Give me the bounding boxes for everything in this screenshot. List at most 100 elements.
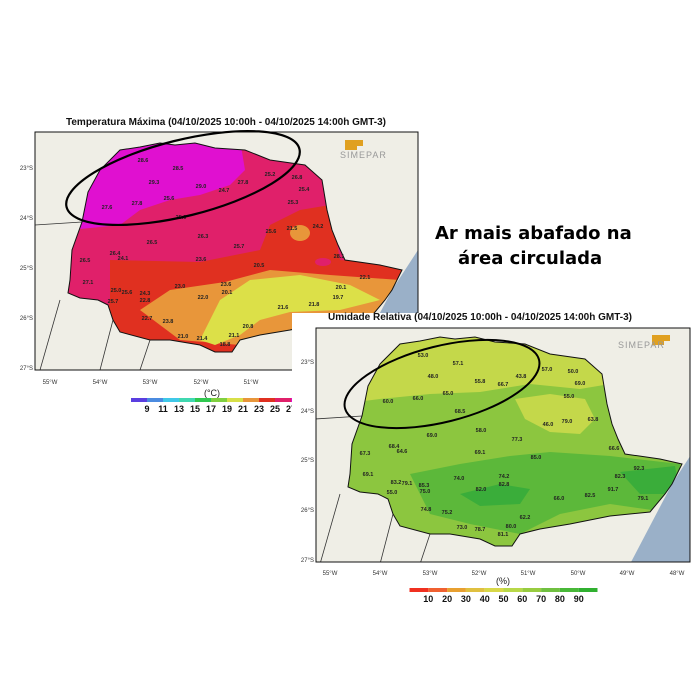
colorbar-label: 20: [442, 594, 452, 604]
humidity-value: 63.8: [588, 417, 599, 423]
latitude-tick: 26°S: [301, 508, 314, 514]
humidity-value: 80.0: [506, 524, 517, 530]
temperature-value: 27.8: [132, 201, 143, 207]
temperature-value: 23.6: [221, 282, 232, 288]
latitude-tick: 27°S: [301, 558, 314, 564]
colorbar-label: 17: [206, 404, 216, 414]
humidity-value: 62.2: [520, 515, 531, 521]
temperature-value: 24.2: [313, 224, 324, 230]
humidity-value: 55.0: [387, 490, 398, 496]
humidity-value: 69.1: [475, 450, 486, 456]
temperature-value: 25.6: [122, 290, 133, 296]
longitude-tick: 52°W: [472, 571, 487, 577]
colorbar-label: 90: [574, 594, 584, 604]
humidity-value: 67.3: [360, 451, 371, 457]
humidity-value: 75.2: [442, 510, 453, 516]
humidity-value: 65.0: [443, 391, 454, 397]
humidity-value: 66.7: [498, 382, 509, 388]
temperature-value: 26.5: [147, 240, 158, 246]
colorbar-segment: [227, 398, 243, 402]
simepar-logo-text: SIMEPAR: [618, 340, 665, 350]
humidity-value: 82.5: [585, 493, 596, 499]
humidity-value: 69.0: [427, 433, 438, 439]
humidity-value: 58.0: [476, 428, 487, 434]
colorbar-label: 30: [461, 594, 471, 604]
colorbar-segment: [243, 398, 259, 402]
temperature-value: 26.5: [80, 258, 91, 264]
colorbar-segment: [465, 588, 485, 592]
temperature-unit: (°C): [204, 388, 220, 398]
humidity-value: 75.0: [420, 489, 431, 495]
temperature-value: 24.1: [118, 256, 129, 262]
humidity-value: 46.0: [543, 422, 554, 428]
colorbar-segment: [559, 588, 579, 592]
temperature-value: 21.1: [229, 333, 240, 339]
humidity-value: 50.0: [568, 369, 579, 375]
humidity-value: 79.0: [562, 419, 573, 425]
temperature-value: 29.3: [149, 180, 160, 186]
temperature-value: 22.7: [142, 316, 153, 322]
humidity-value: 92.3: [634, 466, 645, 472]
colorbar-segment: [291, 398, 292, 402]
humidity-values: 53.0 57.1 48.0 55.8 66.7 43.8 57.0 50.0 69.0 55.0…: [360, 353, 649, 538]
humidity-value: 68.4: [389, 444, 401, 450]
temperature-value: 28.5: [173, 166, 184, 172]
temperature-value: 24.3: [140, 291, 151, 297]
annotation-line-2: área circulada: [458, 248, 603, 269]
colorbar-segment: [163, 398, 179, 402]
longitude-tick: 54°W: [93, 380, 108, 386]
temperature-value: 23.6: [196, 257, 207, 263]
colorbar-label: 15: [190, 404, 200, 414]
humidity-value: 79.1: [638, 496, 649, 502]
temperature-value: 22.8: [140, 298, 151, 304]
humidity-value: 68.5: [455, 409, 466, 415]
temperature-value: 26.3: [198, 234, 209, 240]
temperature-value: 28.1: [334, 254, 345, 260]
humidity-value: 79.1: [402, 481, 413, 487]
humidity-value: 66.0: [554, 496, 565, 502]
longitude-tick: 55°W: [323, 571, 338, 577]
colorbar-label: 11: [158, 404, 168, 414]
longitude-tick: 49°W: [620, 571, 635, 577]
latitude-tick: 25°S: [301, 458, 314, 464]
temperature-value: 25.4: [299, 187, 311, 193]
colorbar-segment: [522, 588, 542, 592]
humidity-value: 85.3: [419, 483, 430, 489]
humidity-value: 82.8: [499, 482, 510, 488]
temperature-value: 26.4: [110, 251, 122, 257]
temperature-value: 27.8: [238, 180, 249, 186]
latitude-tick: 23°S: [20, 166, 33, 172]
temperature-value: 25.0: [111, 288, 122, 294]
latitude-tick: 27°S: [20, 366, 33, 372]
humidity-value: 43.8: [516, 374, 527, 380]
temperature-value: 20.1: [222, 290, 233, 296]
humidity-value: 48.0: [428, 374, 439, 380]
longitude-tick: 51°W: [521, 571, 536, 577]
humidity-value: 66.6: [609, 446, 620, 452]
humidity-value: 55.8: [475, 379, 486, 385]
colorbar-label: 27: [286, 404, 296, 414]
humidity-value: 64.6: [397, 449, 408, 455]
humidity-value: 57.1: [453, 361, 464, 367]
latitude-tick: 24°S: [301, 409, 314, 415]
temperature-value: 21.0: [178, 334, 189, 340]
humidity-value: 82.0: [476, 487, 487, 493]
temperature-value: 20.5: [254, 263, 265, 269]
annotation-line-1: Ar mais abafado na: [435, 223, 632, 244]
temperature-value: 22.0: [198, 295, 209, 301]
temperature-value: 29.0: [196, 184, 207, 190]
temperature-value: 21.8: [309, 302, 320, 308]
temperature-value: 21.5: [287, 226, 298, 232]
temperature-value: 25.2: [265, 172, 276, 178]
colorbar-segment: [259, 398, 275, 402]
humidity-value: 74.8: [421, 507, 432, 513]
colorbar-label: 70: [536, 594, 546, 604]
temperature-value: 23.0: [175, 284, 186, 290]
colorbar-segment: [179, 398, 195, 402]
latitude-tick: 25°S: [20, 266, 33, 272]
ocean: [631, 456, 690, 562]
colorbar-label: 50: [498, 594, 508, 604]
temperature-value: 28.6: [138, 158, 149, 164]
temperature-map-title: Temperatura Máxima (04/10/2025 10:00h - …: [66, 117, 386, 128]
colorbar-label: 10: [423, 594, 433, 604]
